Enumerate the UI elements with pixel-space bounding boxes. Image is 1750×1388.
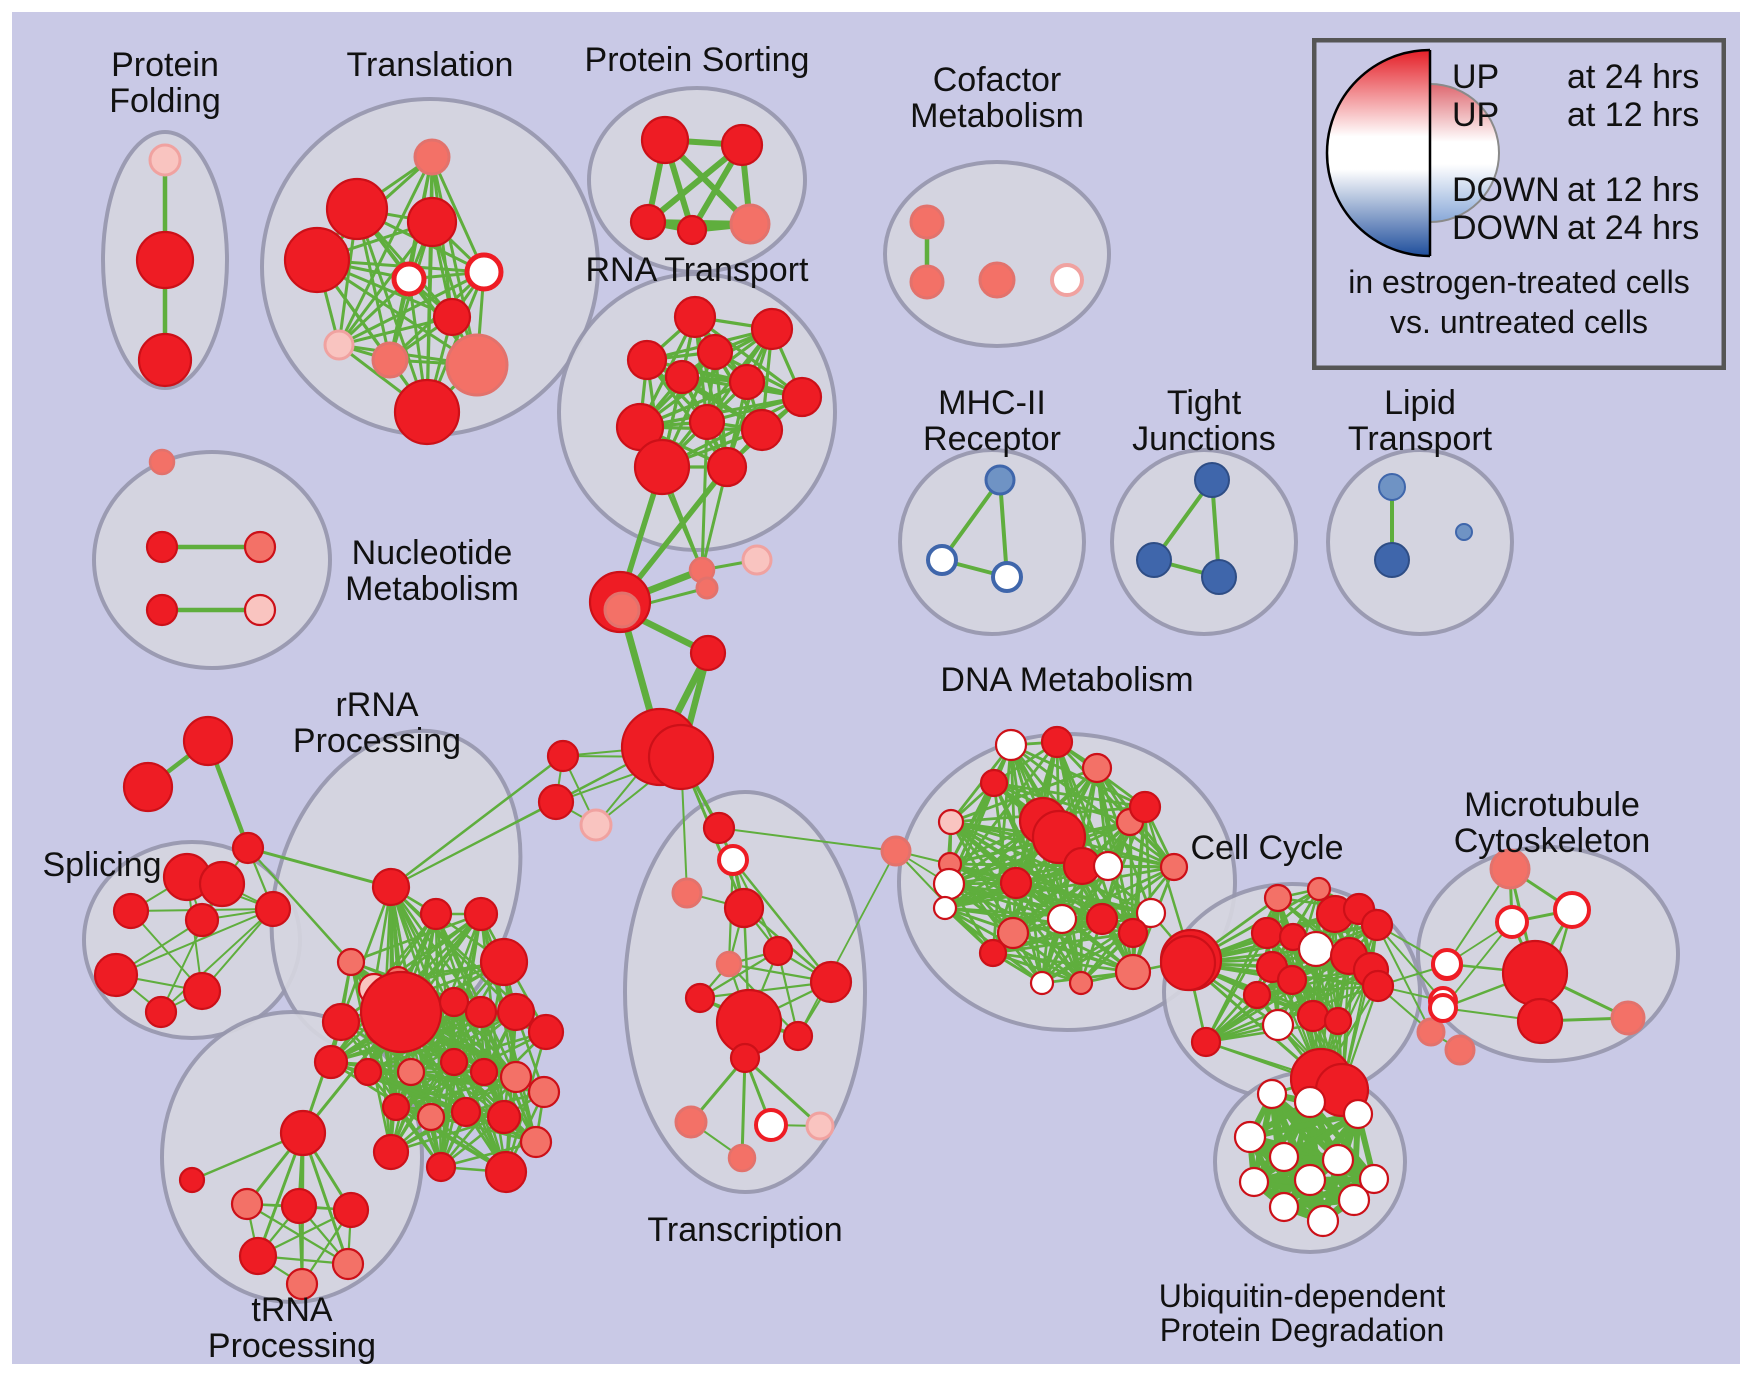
svg-text:DOWN: DOWN (1452, 209, 1560, 247)
svg-text:in estrogen-treated cells: in estrogen-treated cells (1348, 264, 1690, 300)
svg-text:at 24 hrs: at 24 hrs (1567, 58, 1699, 96)
svg-text:vs. untreated cells: vs. untreated cells (1390, 304, 1648, 340)
svg-text:at 12 hrs: at 12 hrs (1567, 96, 1699, 134)
svg-text:at 12 hrs: at 12 hrs (1567, 171, 1699, 209)
svg-text:UP: UP (1452, 58, 1499, 96)
svg-text:at 24 hrs: at 24 hrs (1567, 209, 1699, 247)
svg-text:UP: UP (1452, 96, 1499, 134)
svg-text:DOWN: DOWN (1452, 171, 1560, 209)
